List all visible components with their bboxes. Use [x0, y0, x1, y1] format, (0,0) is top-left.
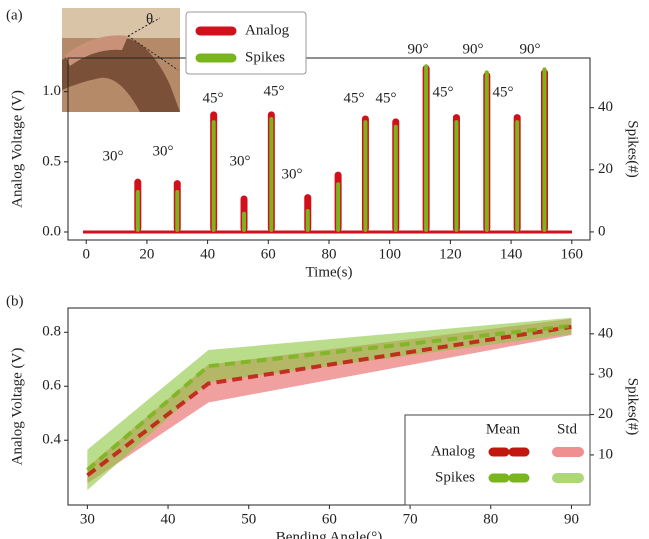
x-tick-label: 80 — [483, 511, 498, 527]
y2-axis-label: Spikes(#) — [625, 378, 641, 436]
mean-line — [86, 323, 572, 472]
y-tick-label: 0.5 — [42, 153, 61, 169]
pulse — [454, 120, 459, 232]
y2-tick-label: 30 — [598, 366, 613, 382]
annotation: 90° — [408, 41, 429, 57]
pulse — [336, 182, 341, 232]
pulse — [305, 208, 310, 232]
x-tick-label: 120 — [439, 246, 462, 262]
y2-axis-label: Spikes(#) — [625, 120, 641, 178]
y-tick-label: 0.0 — [42, 223, 61, 239]
y-tick-label: 0.6 — [42, 378, 61, 394]
annotation: 30° — [153, 143, 174, 159]
x-axis-label: Bending Angle(°) — [276, 529, 382, 539]
y-axis-label: Analog Voltage (V) — [9, 90, 25, 208]
x-tick-label: 40 — [161, 511, 176, 527]
panel-label: (a) — [6, 7, 23, 23]
y2-tick-label: 10 — [598, 446, 613, 462]
y-tick-label: 0.8 — [42, 324, 61, 340]
legend-header: Mean — [486, 421, 521, 437]
y2-tick-label: 20 — [598, 161, 613, 177]
pulse — [363, 120, 368, 232]
mean-line — [86, 324, 572, 477]
x-tick-label: 40 — [200, 246, 215, 262]
y2-tick-label: 40 — [598, 325, 613, 341]
annotation: 30° — [230, 153, 251, 169]
annotation: 45° — [203, 90, 224, 106]
x-tick-label: 60 — [261, 246, 276, 262]
x-tick-label: 70 — [403, 511, 418, 527]
inset-photo — [62, 8, 180, 112]
x-tick-label: 60 — [322, 511, 337, 527]
annotation: 45° — [344, 90, 365, 106]
annotation: 45° — [376, 90, 397, 106]
pulse — [269, 117, 274, 232]
x-axis-label: Time(s) — [306, 264, 353, 280]
panel-label: (b) — [6, 293, 24, 309]
pulse — [484, 70, 489, 232]
pulse — [515, 120, 520, 232]
y-tick-label: 1.0 — [42, 83, 61, 99]
x-tick-label: 50 — [241, 511, 256, 527]
legend-label: Spikes — [245, 49, 285, 65]
y2-tick-label: 0 — [598, 223, 606, 239]
pulse — [135, 189, 140, 232]
y2-tick-label: 40 — [598, 99, 613, 115]
annotation: 45° — [264, 83, 285, 99]
x-tick-label: 20 — [139, 246, 154, 262]
x-tick-label: 160 — [561, 246, 584, 262]
annotation: 30° — [282, 166, 303, 182]
pulse — [393, 124, 398, 232]
legend-label: Analog — [245, 22, 290, 38]
photo-wall — [62, 8, 180, 38]
legend-std — [552, 447, 584, 457]
x-tick-label: 30 — [80, 511, 95, 527]
pulse — [211, 120, 216, 232]
pulse — [542, 67, 547, 232]
legend-label: Analog — [431, 443, 476, 459]
x-tick-label: 90 — [564, 511, 579, 527]
x-tick-label: 100 — [378, 246, 401, 262]
annotation: 90° — [463, 41, 484, 57]
annotation: 45° — [433, 84, 454, 100]
x-tick-label: 140 — [500, 246, 523, 262]
std-band — [87, 317, 572, 491]
y2-tick-label: 20 — [598, 406, 613, 422]
photo-arm — [62, 38, 180, 112]
annotation: 45° — [493, 84, 514, 100]
pulse — [424, 64, 429, 232]
inset-label: θ — [146, 11, 153, 27]
annotation: 30° — [103, 148, 124, 164]
y-axis-label: Analog Voltage (V) — [9, 348, 25, 466]
pulse — [242, 211, 247, 232]
y-tick-label: 0.4 — [42, 432, 61, 448]
legend-box — [404, 414, 591, 506]
x-tick-label: 0 — [82, 246, 90, 262]
legend-std — [552, 473, 584, 483]
legend-header: Std — [557, 421, 578, 437]
annotation: 90° — [520, 41, 541, 57]
pulse — [175, 189, 180, 232]
legend-label: Spikes — [435, 469, 475, 485]
x-tick-label: 80 — [322, 246, 337, 262]
